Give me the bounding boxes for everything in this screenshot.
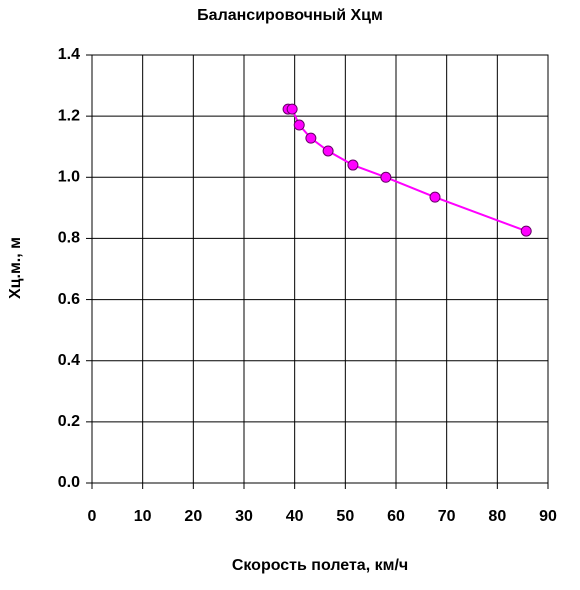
x-tick-label: 80 <box>488 508 506 525</box>
data-point <box>293 119 305 131</box>
series-line <box>288 108 527 233</box>
data-point <box>380 171 392 183</box>
y-tick-label: 0.0 <box>58 474 80 491</box>
data-point <box>286 103 298 115</box>
x-tick-label: 50 <box>336 508 354 525</box>
x-tick-label: 60 <box>387 508 405 525</box>
x-tick-label: 70 <box>438 508 456 525</box>
data-point <box>429 191 441 203</box>
x-tick-label: 40 <box>286 508 304 525</box>
y-tick-label: 0.4 <box>58 352 80 369</box>
y-axis-label: Хц.м., м <box>7 237 24 299</box>
data-point <box>347 159 359 171</box>
y-tick-label: 0.8 <box>58 230 80 247</box>
x-tick-label: 30 <box>235 508 253 525</box>
x-tick-label: 10 <box>134 508 152 525</box>
y-tick-label: 1.2 <box>58 107 80 124</box>
x-tick-label: 20 <box>184 508 202 525</box>
plot-frame <box>91 54 549 484</box>
y-tick-label: 1.4 <box>58 46 80 63</box>
x-axis-label: Скорость полета, км/ч <box>232 557 408 574</box>
data-point <box>520 225 532 237</box>
y-tick-label: 1.0 <box>58 169 80 186</box>
x-tick-label: 90 <box>539 508 557 525</box>
chart-title: Балансировочный Хцм <box>197 7 383 24</box>
y-tick-label: 0.2 <box>58 413 80 430</box>
x-tick-label: 0 <box>88 508 97 525</box>
data-point <box>305 132 317 144</box>
data-point <box>322 145 334 157</box>
y-tick-label: 0.6 <box>58 291 80 308</box>
